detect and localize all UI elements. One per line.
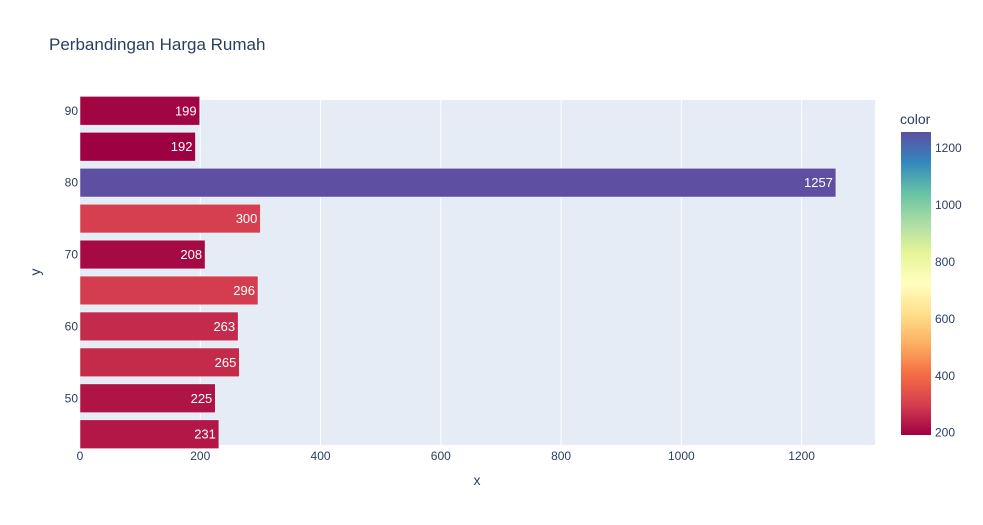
bar-value-label: 208 xyxy=(180,247,202,262)
bar-value-label: 1257 xyxy=(804,175,833,190)
bar-value-label: 199 xyxy=(175,103,197,118)
colorbar-tick-label: 800 xyxy=(935,255,955,269)
y-tick-label: 90 xyxy=(65,104,79,118)
x-tick-label: 1000 xyxy=(668,449,695,463)
x-tick-label: 1200 xyxy=(788,449,815,463)
colorbar-tick-label: 1000 xyxy=(935,198,962,212)
colorbar-tick-label: 200 xyxy=(935,426,955,440)
y-axis-ticks: 50 60 70 80 90 xyxy=(65,104,79,406)
bar xyxy=(79,203,261,234)
x-tick-label: 400 xyxy=(311,449,331,463)
y-axis-title: y xyxy=(27,269,43,276)
bar xyxy=(79,132,196,162)
y-tick-label: 60 xyxy=(65,319,79,333)
bar xyxy=(79,168,837,198)
bar-value-label: 265 xyxy=(215,355,237,370)
y-tick-label: 70 xyxy=(65,248,79,262)
x-tick-label: 600 xyxy=(431,449,451,463)
x-axis-ticks: 0 200 400 600 800 1000 1200 xyxy=(77,449,816,463)
bar-value-label: 263 xyxy=(213,319,235,334)
y-tick-label: 50 xyxy=(65,391,79,405)
colorbar-tick-label: 1200 xyxy=(935,141,962,155)
y-tick-label: 80 xyxy=(65,176,79,190)
bar xyxy=(79,275,259,306)
bars xyxy=(79,96,837,449)
x-axis-title: x xyxy=(474,472,481,488)
x-tick-label: 0 xyxy=(77,449,84,463)
bar xyxy=(79,347,240,377)
bar-value-label: 296 xyxy=(233,283,255,298)
bar xyxy=(79,311,239,342)
bar xyxy=(79,239,206,270)
bar xyxy=(79,383,216,413)
colorbar-tick-label: 400 xyxy=(935,369,955,383)
bar-value-label: 231 xyxy=(194,427,216,442)
colorbar-title: color xyxy=(900,111,931,127)
chart-title: Perbandingan Harga Rumah xyxy=(49,35,265,54)
x-tick-label: 200 xyxy=(190,449,210,463)
colorbar-gradient xyxy=(901,132,931,435)
bar-value-label: 300 xyxy=(236,211,258,226)
grid-lines xyxy=(199,100,803,445)
bar-value-label: 225 xyxy=(191,391,213,406)
bar-value-label: 192 xyxy=(171,139,193,154)
bar-labels: 231 225 265 263 296 208 300 1257 192 199 xyxy=(171,103,833,441)
bar xyxy=(79,96,200,126)
colorbar-tick-label: 600 xyxy=(935,312,955,326)
colorbar: color 200 400 600 800 1000 1200 xyxy=(900,111,962,440)
x-tick-label: 800 xyxy=(551,449,571,463)
colorbar-ticks: 200 400 600 800 1000 1200 xyxy=(935,141,962,440)
bar xyxy=(79,419,220,449)
